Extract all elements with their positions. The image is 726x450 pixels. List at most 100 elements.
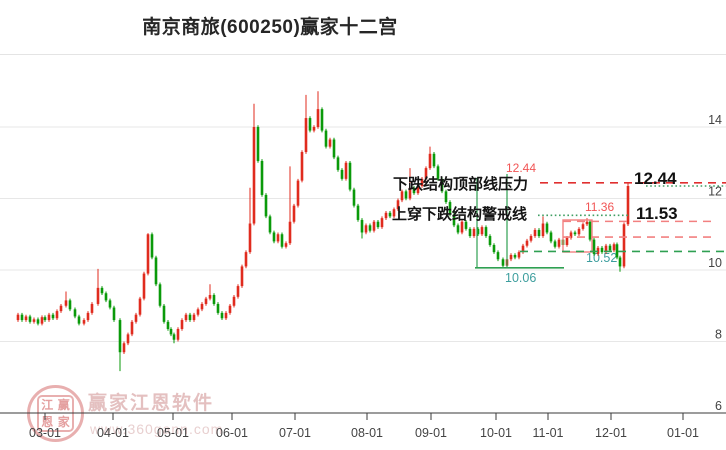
x-axis-tick-label: 08-01 <box>351 426 383 440</box>
candle-body <box>256 127 260 161</box>
candle-body <box>424 168 428 179</box>
candle-body <box>557 239 561 247</box>
candle-body <box>43 317 47 321</box>
pressure-value-label: 12.44 <box>634 169 677 188</box>
candle-body <box>517 252 521 258</box>
candle-body <box>20 314 24 321</box>
candle-body <box>615 244 619 258</box>
candle-body <box>228 305 232 313</box>
candle-body <box>364 225 368 233</box>
candle-body <box>100 287 104 294</box>
candle-body <box>464 221 468 229</box>
candle-body <box>412 187 416 194</box>
candle-body <box>169 328 173 335</box>
candle-body <box>588 221 592 240</box>
candle-body <box>300 152 304 181</box>
x-axis-tick-label: 03-01 <box>29 426 61 440</box>
candle-body <box>348 162 352 190</box>
y-axis-tick-label: 6 <box>715 399 722 413</box>
candle-body <box>541 223 545 237</box>
candle-body <box>240 266 244 287</box>
candle-body <box>600 247 604 253</box>
candle-body <box>90 303 94 313</box>
y-axis-tick-label: 14 <box>708 113 722 127</box>
x-axis-tick-label: 10-01 <box>480 426 512 440</box>
candle-body <box>432 153 436 167</box>
candle-body <box>64 300 68 306</box>
candle-body <box>488 236 492 245</box>
candle-body <box>104 293 108 301</box>
candle-body <box>344 162 348 179</box>
candle-body <box>126 334 130 344</box>
candle-body <box>324 130 328 147</box>
candle-body <box>328 139 332 147</box>
candle-body <box>180 320 184 329</box>
candle-body <box>146 234 150 274</box>
candle-body <box>220 312 224 319</box>
chart-title: 南京商旅(600250)赢家十二宫 <box>142 17 398 38</box>
y-axis-tick-label: 12 <box>708 185 722 199</box>
candle-body <box>380 218 384 228</box>
candle-body <box>428 153 432 169</box>
candle-body <box>96 287 100 304</box>
candle-body <box>200 303 204 310</box>
candle-body <box>332 139 336 158</box>
candle-body <box>162 305 166 322</box>
candle-body <box>73 309 77 317</box>
candle-body <box>549 232 553 242</box>
candle-body <box>388 212 392 217</box>
candle-body <box>565 237 569 245</box>
x-axis-tick-label: 09-01 <box>415 426 447 440</box>
candle-body <box>112 307 116 321</box>
candle-body <box>521 245 525 253</box>
level-label-10-06: 10.06 <box>505 271 537 285</box>
candle-body <box>296 180 300 206</box>
y-axis-tick-label: 10 <box>708 256 722 270</box>
candle-body <box>400 191 404 201</box>
candle-body <box>444 191 448 203</box>
candle-body <box>585 221 589 225</box>
candle-body <box>24 316 28 321</box>
candle-body <box>82 320 86 324</box>
candle-body <box>577 228 581 235</box>
candle-body <box>292 205 296 222</box>
y-axis-tick-label: 8 <box>715 328 722 342</box>
candle-body <box>86 312 90 321</box>
candle-body <box>622 224 626 267</box>
x-axis-tick-label: 04-01 <box>97 426 129 440</box>
candle-body <box>40 317 44 324</box>
candle-body <box>376 221 380 228</box>
candle-body <box>36 319 40 324</box>
candle-body <box>276 234 280 242</box>
candle-body <box>28 316 32 322</box>
candle-body <box>304 118 308 153</box>
candle-body <box>533 229 537 237</box>
candle-body <box>529 236 533 241</box>
candle-body <box>360 219 364 233</box>
candle-body <box>312 127 316 131</box>
candle-body <box>484 227 488 237</box>
candle-body <box>244 252 248 267</box>
candle-body <box>408 187 412 199</box>
title-divider <box>0 54 726 55</box>
candle-body <box>176 328 180 340</box>
candle-body <box>260 160 264 195</box>
warning-annotation: 上穿下跌结构警戒线 <box>392 206 528 223</box>
level-label-12-44: 12.44 <box>506 161 537 175</box>
candle-body <box>452 214 456 226</box>
candle-body <box>384 212 388 219</box>
candle-body <box>108 300 112 308</box>
candle-body <box>513 254 517 258</box>
candle-body <box>122 343 126 353</box>
pressure-annotation: 下跌结构顶部线压力 <box>393 176 529 193</box>
warning-value-label: 11.53 <box>636 204 678 223</box>
candle-body <box>232 296 236 306</box>
candle-body <box>51 314 55 319</box>
x-axis-tick-label: 07-01 <box>279 426 311 440</box>
candle-body <box>368 225 372 231</box>
candle-body <box>236 286 240 297</box>
candle-body <box>608 245 612 251</box>
candle-body <box>68 300 72 310</box>
candle-body <box>47 314 51 321</box>
